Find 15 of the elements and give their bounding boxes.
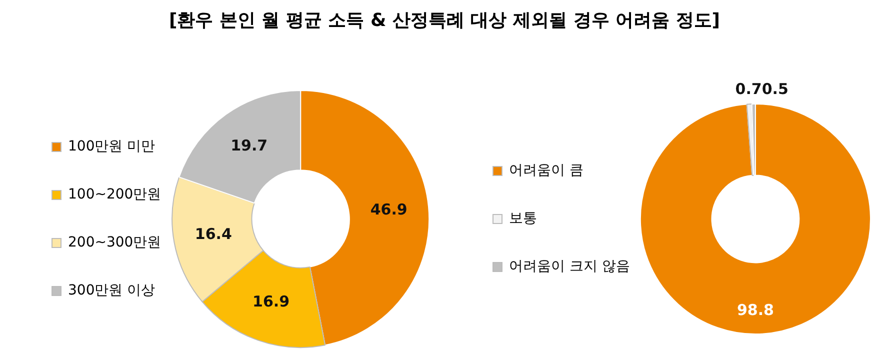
legend-label: 100~200만원: [68, 186, 162, 203]
data-label: 98.8: [736, 300, 774, 319]
legend-label: 200~300만원: [68, 234, 162, 251]
chart-title: [환우 본인 월 평균 소득 & 산정특례 대상 제외될 경우 어려움 정도]: [168, 9, 722, 32]
legend-label: 어려움이 크지 않음: [509, 258, 630, 275]
legend-label: 300만원 이상: [68, 282, 156, 299]
data-label: 46.9: [370, 200, 408, 218]
legend-label: 보통: [509, 210, 537, 227]
data-label: 0.5: [762, 80, 788, 98]
data-label: 0.7: [735, 80, 762, 98]
data-label: 16.9: [252, 292, 290, 310]
data-label: 16.4: [194, 225, 232, 244]
legend-label: 어려움이 큼: [509, 162, 584, 179]
legend-label: 100만원 미만: [68, 138, 156, 155]
data-label: 19.7: [230, 136, 268, 155]
